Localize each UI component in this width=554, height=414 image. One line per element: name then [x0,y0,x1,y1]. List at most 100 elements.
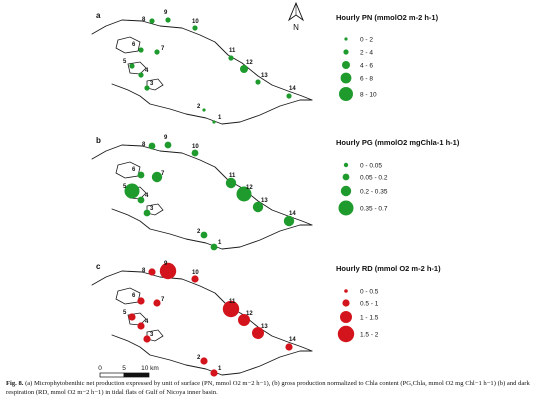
site-marker-3 [144,85,150,91]
site-marker-5 [124,183,140,199]
site-marker-12 [238,314,250,326]
site-label-5: 5 [123,59,127,65]
site-label-1: 1 [218,366,222,372]
coastline-south [111,334,313,376]
site-marker-3 [143,335,151,343]
site-label-4: 4 [145,193,149,199]
site-label-12: 12 [246,185,253,191]
site-marker-2 [200,231,208,239]
panel-letter: c [96,262,101,271]
site-marker-5 [129,63,135,69]
site-marker-14 [286,93,292,99]
site-marker-12 [240,65,248,73]
site-marker-6 [138,47,144,53]
site-label-8: 8 [142,268,146,274]
site-marker-9 [164,141,172,149]
legend-symbol [342,299,350,307]
site-marker-3 [143,209,151,217]
site-marker-11 [225,177,237,189]
site-marker-11 [222,300,240,318]
islet [115,287,141,305]
site-marker-5 [128,313,136,321]
site-label-4: 4 [145,68,149,74]
legend-label: 0 - 0.5 [360,288,379,295]
site-label-2: 2 [197,104,201,110]
site-marker-12 [236,186,252,202]
islet [115,161,141,179]
legend-symbol [338,200,354,216]
site-label-4: 4 [145,319,149,325]
site-label-5: 5 [123,184,127,190]
legend-symbol [344,289,348,293]
site-marker-8 [149,18,155,24]
panel-letter: a [96,11,101,20]
legend-title: Hourly PN (mmolO2 m-2 h-1) [336,13,439,22]
scale-bar: 0 5 10 km [98,365,159,378]
coastline-north [91,270,313,352]
site-marker-2 [200,357,208,365]
site-marker-6 [137,297,145,305]
legend-symbol [343,49,349,55]
legend-symbol [344,37,348,41]
figure-caption: Fig. 8. (a) Microphytobenthic net produc… [6,379,550,397]
legend-label: 8 - 10 [360,91,377,98]
site-marker-8 [148,142,156,150]
site-label-13: 13 [261,198,268,204]
legend: Hourly PG (mmolO2 mgChla-1 h-1) 0 - 0.05 0… [336,138,460,216]
legend-symbol [340,72,352,84]
site-label-9: 9 [164,10,168,16]
site-label-1: 1 [218,115,222,121]
site-marker-9 [159,262,177,280]
coastline-south [111,83,313,125]
site-marker-7 [151,171,163,183]
site-marker-11 [228,55,234,61]
site-label-7: 7 [161,297,165,303]
legend: Hourly PN (mmolO2 m-2 h-1) 0 - 2 2 - 4 4 - … [336,13,439,101]
scale-label-5: 5 [122,365,126,372]
site-label-6: 6 [132,42,136,48]
legend-title: Hourly PG (mmolO2 mgChla-1 h-1) [336,138,460,147]
site-marker-4 [138,72,144,78]
coastline-north [91,19,313,101]
site-marker-13 [252,327,264,339]
legend-symbol [342,61,350,69]
site-marker-8 [148,268,156,276]
legend-label: 0.35 - 0.7 [360,205,388,212]
site-label-12: 12 [246,311,253,317]
legend-label: 2 - 4 [360,49,373,56]
legend-label: 4 - 6 [360,62,373,69]
site-marker-2 [202,108,206,112]
site-label-7: 7 [161,171,165,177]
site-label-11: 11 [229,48,236,54]
scale-label-10: 10 km [141,365,159,372]
site-label-14: 14 [289,86,296,92]
site-label-3: 3 [150,332,154,338]
site-marker-14 [283,215,295,227]
site-marker-10 [191,149,199,157]
site-marker-13 [252,201,264,213]
site-marker-10 [191,275,199,283]
site-label-10: 10 [192,19,199,25]
legend-symbol [339,87,353,101]
site-label-7: 7 [161,46,165,52]
site-label-8: 8 [142,142,146,148]
site-marker-14 [285,343,293,351]
site-marker-4 [137,322,145,330]
legend-label: 0.05 - 0.2 [360,174,388,181]
site-label-3: 3 [150,81,154,87]
legend-label: 0 - 0.05 [360,162,382,169]
site-label-13: 13 [261,324,268,330]
legend-symbol [342,173,350,181]
site-label-6: 6 [132,167,136,173]
site-label-11: 11 [229,173,236,179]
site-marker-4 [137,196,145,204]
legend-label: 0 - 2 [360,36,373,43]
site-marker-6 [137,171,145,179]
site-label-11: 11 [229,299,236,305]
site-label-2: 2 [197,355,201,361]
legend-label: 1 - 1.5 [360,314,379,321]
